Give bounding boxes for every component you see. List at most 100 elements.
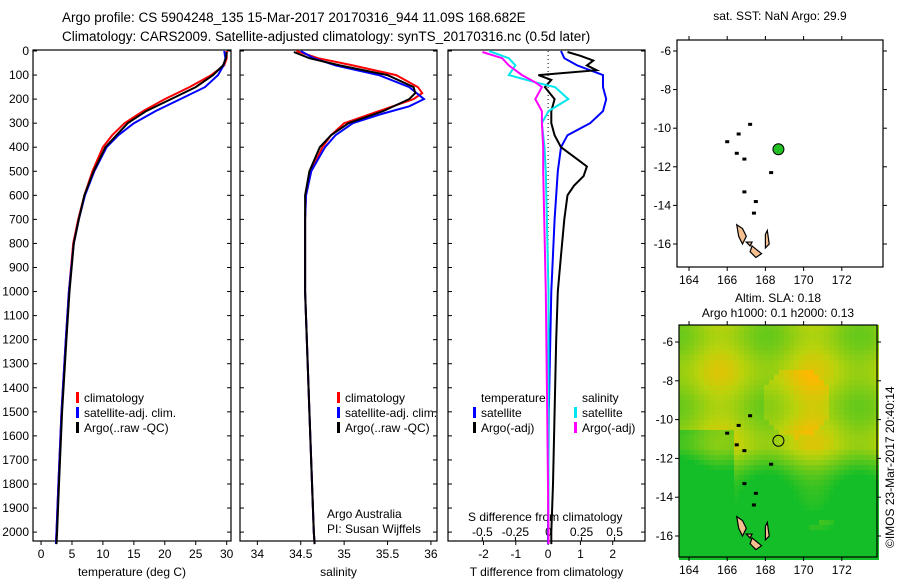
sla-cell xyxy=(849,550,854,555)
sla-cell xyxy=(849,380,854,385)
sla-cell xyxy=(804,455,809,460)
sla-cell xyxy=(744,385,749,390)
sla-cell xyxy=(794,400,799,405)
sla-cell xyxy=(789,510,794,515)
sla-cell xyxy=(714,500,719,505)
sla-cell xyxy=(784,450,789,455)
sla-cell xyxy=(869,530,874,535)
sla-cell xyxy=(704,505,709,510)
sla-cell xyxy=(804,350,809,355)
sla-cell xyxy=(734,440,739,445)
sla-cell xyxy=(689,550,694,555)
sla-cell xyxy=(864,540,869,545)
sla-cell xyxy=(844,365,849,370)
sla-cell xyxy=(739,535,744,540)
sla-cell xyxy=(859,370,864,375)
y-tick-label: 1600 xyxy=(2,429,29,443)
sla-cell xyxy=(729,495,734,500)
sla-cell xyxy=(724,470,729,475)
sla-cell xyxy=(779,400,784,405)
sla-cell xyxy=(844,535,849,540)
sla-cell xyxy=(819,535,824,540)
sla-cell xyxy=(709,400,714,405)
sla-cell xyxy=(824,495,829,500)
sla-cell xyxy=(814,355,819,360)
sla-cell xyxy=(839,380,844,385)
sla-cell xyxy=(769,460,774,465)
sla-cell xyxy=(804,345,809,350)
sla-cell xyxy=(729,440,734,445)
sla-cell xyxy=(759,440,764,445)
sla-cell xyxy=(729,540,734,545)
sla-cell xyxy=(709,330,714,335)
sla-cell xyxy=(804,550,809,555)
sla-cell xyxy=(704,445,709,450)
sla-cell xyxy=(684,445,689,450)
sla-cell xyxy=(819,350,824,355)
island xyxy=(742,157,747,161)
x-tick-label: 25 xyxy=(189,547,203,561)
sla-cell xyxy=(849,460,854,465)
sla-cell xyxy=(704,415,709,420)
sla-cell xyxy=(844,340,849,345)
sla-cell xyxy=(719,365,724,370)
sla-cell xyxy=(819,360,824,365)
sla-cell xyxy=(694,530,699,535)
sla-cell xyxy=(754,475,759,480)
sla-cell xyxy=(714,445,719,450)
sla-cell xyxy=(809,420,814,425)
sla-cell xyxy=(774,485,779,490)
sla-cell xyxy=(844,335,849,340)
sla-cell xyxy=(704,475,709,480)
sla-cell xyxy=(864,470,869,475)
sla-cell xyxy=(844,465,849,470)
sla-cell xyxy=(854,375,859,380)
sla-cell xyxy=(819,500,824,505)
sla-cell xyxy=(859,380,864,385)
sla-cell xyxy=(789,335,794,340)
sla-cell xyxy=(809,455,814,460)
sla-cell xyxy=(799,350,804,355)
sla-cell xyxy=(789,380,794,385)
lon-tick-label: 170 xyxy=(794,273,814,287)
sla-cell xyxy=(839,525,844,530)
sla-cell xyxy=(824,325,829,330)
sla-cell xyxy=(749,400,754,405)
sla-cell xyxy=(859,340,864,345)
sla-cell xyxy=(729,520,734,525)
sla-cell xyxy=(789,420,794,425)
sla-cell xyxy=(794,330,799,335)
sla-cell xyxy=(754,375,759,380)
sla-cell xyxy=(809,485,814,490)
sla-cell xyxy=(789,345,794,350)
sla-cell xyxy=(824,370,829,375)
panel-differences: -2 -1 0 1 2T difference from climatology-0.5… xyxy=(447,49,646,579)
sla-cell xyxy=(769,530,774,535)
sla-cell xyxy=(799,370,804,375)
sla-cell xyxy=(814,515,819,520)
sla-cell xyxy=(804,335,809,340)
sla-cell xyxy=(854,460,859,465)
sla-cell xyxy=(859,430,864,435)
sla-cell xyxy=(849,535,854,540)
sla-cell xyxy=(739,415,744,420)
sla-cell xyxy=(764,415,769,420)
plot-frame xyxy=(239,49,438,542)
sla-cell xyxy=(869,510,874,515)
sla-cell xyxy=(809,505,814,510)
sla-cell xyxy=(704,500,709,505)
sla-cell xyxy=(819,525,824,530)
sla-cell xyxy=(709,475,714,480)
sla-cell xyxy=(769,505,774,510)
sla-cell xyxy=(799,510,804,515)
sla-cell xyxy=(824,345,829,350)
sla-cell xyxy=(799,470,804,475)
sla-cell xyxy=(864,430,869,435)
sla-cell xyxy=(689,440,694,445)
sla-cell xyxy=(794,355,799,360)
sla-cell xyxy=(684,420,689,425)
sla-cell xyxy=(839,460,844,465)
sla-cell xyxy=(684,340,689,345)
sla-cell xyxy=(854,540,859,545)
